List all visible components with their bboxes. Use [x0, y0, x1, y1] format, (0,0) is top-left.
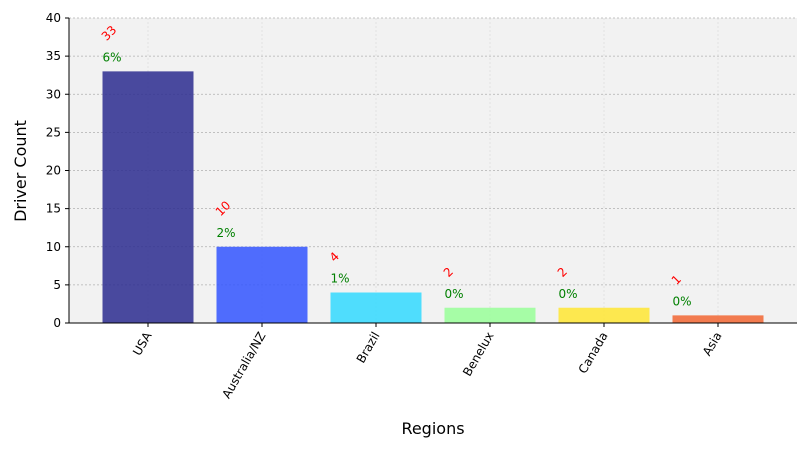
percent-label: 1% [331, 272, 350, 286]
y-tick-label: 35 [46, 49, 61, 63]
bar-usa [102, 71, 194, 323]
bar-brazil [330, 292, 422, 323]
y-tick-label: 10 [46, 240, 61, 254]
y-tick-label: 40 [46, 11, 61, 25]
x-tick-label: Australia/NZ [219, 330, 268, 401]
bar-benelux [444, 307, 536, 323]
bar-australia-nz [216, 246, 308, 323]
x-tick-label: Brazil [354, 330, 383, 366]
y-tick-label: 0 [53, 316, 61, 330]
percent-labels: 6% 2% 1% 0% 0% 0% [103, 50, 692, 308]
bar-asia [672, 315, 764, 323]
bar-canada [558, 307, 650, 323]
y-tick-label: 20 [46, 164, 61, 178]
y-tick-label: 5 [53, 278, 61, 292]
x-tick-label: Canada [576, 330, 611, 377]
x-tick-label: Asia [700, 330, 725, 359]
percent-label: 0% [673, 294, 692, 308]
y-tick-label: 30 [46, 87, 61, 101]
y-axis-title: Driver Count [11, 120, 30, 222]
percent-label: 2% [217, 226, 236, 240]
bars [102, 71, 764, 323]
x-tick-label: Benelux [460, 330, 496, 379]
x-tick-label: USA [130, 329, 155, 358]
percent-label: 6% [103, 50, 122, 64]
y-tick-label: 25 [46, 125, 61, 139]
y-ticks: 0 5 10 15 20 25 30 35 40 [46, 11, 69, 330]
percent-label: 0% [445, 287, 464, 301]
percent-label: 0% [559, 287, 578, 301]
y-tick-label: 15 [46, 202, 61, 216]
x-ticks: USA Australia/NZ Brazil Benelux Canada Asia [130, 323, 725, 401]
x-axis-title: Regions [401, 419, 464, 438]
